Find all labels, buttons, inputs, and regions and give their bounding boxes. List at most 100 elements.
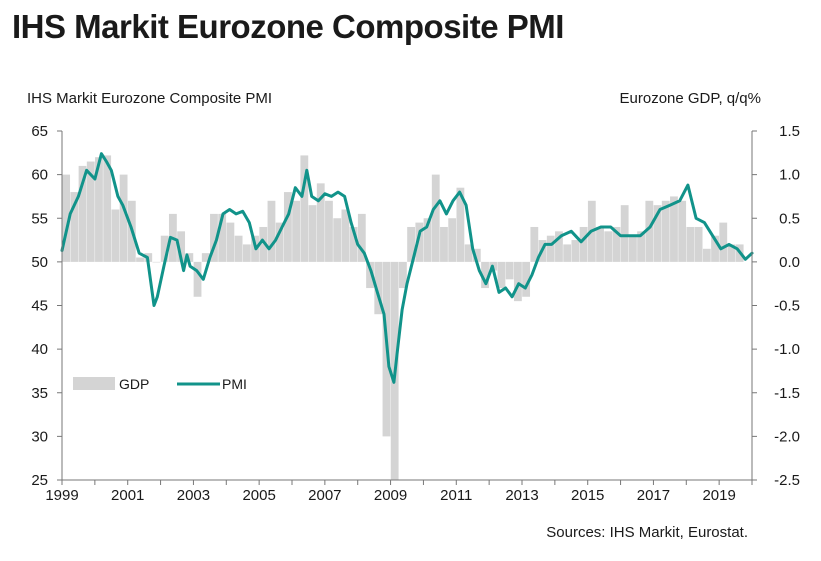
gdp-bar [275,222,284,262]
x-tick-label: 1999 [45,487,78,504]
gdp-bar [727,244,736,262]
gdp-bar [160,235,169,262]
x-tick-label: 2007 [308,487,341,504]
left-tick-label: 65 [31,123,48,140]
right-tick-label: 1.5 [779,123,800,140]
gdp-bar [341,209,350,262]
gdp-bar [86,161,95,262]
gdp-bar [604,231,613,262]
x-tick-label: 2019 [702,487,735,504]
gdp-bar [579,226,588,262]
gdp-bar [628,235,637,262]
gdp-bar [620,205,629,262]
gdp-bar [78,165,87,262]
gdp-bar [103,155,112,262]
right-tick-label: -2.5 [774,472,800,489]
gdp-bar [308,205,317,262]
left-tick-label: 40 [31,341,48,358]
x-tick-label: 2015 [571,487,604,504]
pmi-line-group [60,152,754,384]
gdp-bar [119,174,128,262]
x-tick-label: 2005 [242,487,275,504]
gdp-bar [283,192,292,262]
gdp-bar [300,155,309,262]
left-tick-label: 60 [31,167,48,184]
right-tick-label: 1.0 [779,167,800,184]
gdp-bar [546,235,555,262]
gdp-bar [563,244,572,262]
gdp-bar [612,226,621,262]
gdp-bar [398,261,407,289]
gdp-bar [374,261,383,315]
gdp-bar [513,261,522,302]
gdp-bar [267,200,276,262]
gdp-bar [349,226,358,262]
gdp-bar [456,187,465,262]
gdp-bar [62,174,71,262]
gdp-bar [177,231,186,262]
gdp-bar [497,261,506,289]
gdp-bar [259,226,268,262]
x-tick-label: 2013 [505,487,538,504]
x-tick-label: 2001 [111,487,144,504]
gdp-bar [661,200,670,262]
legend: GDP PMI [73,376,247,392]
gdp-bar [464,244,473,262]
gdp-bar [316,183,325,262]
gdp-bar [711,235,719,262]
right-tick-label: -1.5 [774,385,800,402]
gdp-bar [530,226,539,262]
x-tick-label: 2011 [440,487,472,504]
legend-gdp-swatch [73,377,115,390]
right-tick-label: 0.0 [779,254,800,271]
gdp-bar [702,248,711,262]
gdp-bar [185,253,194,262]
left-tick-label: 25 [31,472,48,489]
gdp-bar [193,261,202,297]
gdp-bar [218,213,227,262]
source-note: Sources: IHS Markit, Eurostat. [546,524,748,541]
x-tick-label: 2009 [374,487,407,504]
gdp-bar [415,222,424,262]
gdp-bar [694,226,703,262]
gdp-bar [481,261,489,289]
gdp-bar [448,218,457,262]
x-tick-label: 2003 [177,487,210,504]
gdp-bar [70,192,79,262]
gdp-bar [407,226,416,262]
left-tick-label: 35 [31,385,48,402]
page-title: IHS Markit Eurozone Composite PMI [12,8,564,45]
gdp-bar [366,261,374,289]
gdp-bar [571,240,580,262]
gdp-bar [637,231,646,262]
gdp-bar [357,213,366,262]
right-axis-title: Eurozone GDP, q/q% [619,90,761,107]
right-tick-label: -1.0 [774,341,800,358]
left-tick-label: 45 [31,298,48,315]
x-tick-label: 2017 [637,487,670,504]
legend-gdp-label: GDP [119,376,149,392]
gdp-bar [719,222,728,262]
left-tick-label: 55 [31,210,48,227]
gdp-bar [686,226,695,262]
gdp-bar [670,196,678,262]
gdp-bar [440,226,448,262]
gdp-bar [522,261,531,297]
left-tick-label: 30 [31,428,48,445]
gdp-bar [555,231,563,262]
left-axis-title: IHS Markit Eurozone Composite PMI [27,90,273,107]
gdp-bar [472,248,481,262]
gdp-bars [62,155,744,480]
left-tick-label: 50 [31,254,48,271]
gdp-bar [596,226,604,262]
gdp-bar [136,257,144,262]
gdp-bar [653,205,662,262]
pmi-line [60,152,754,384]
gdp-bar [111,209,120,262]
gdp-bar [95,157,103,262]
gdp-bar [152,261,161,263]
right-tick-label: 0.5 [779,210,800,227]
gdp-bar [292,200,301,262]
gdp-bar [242,244,251,262]
